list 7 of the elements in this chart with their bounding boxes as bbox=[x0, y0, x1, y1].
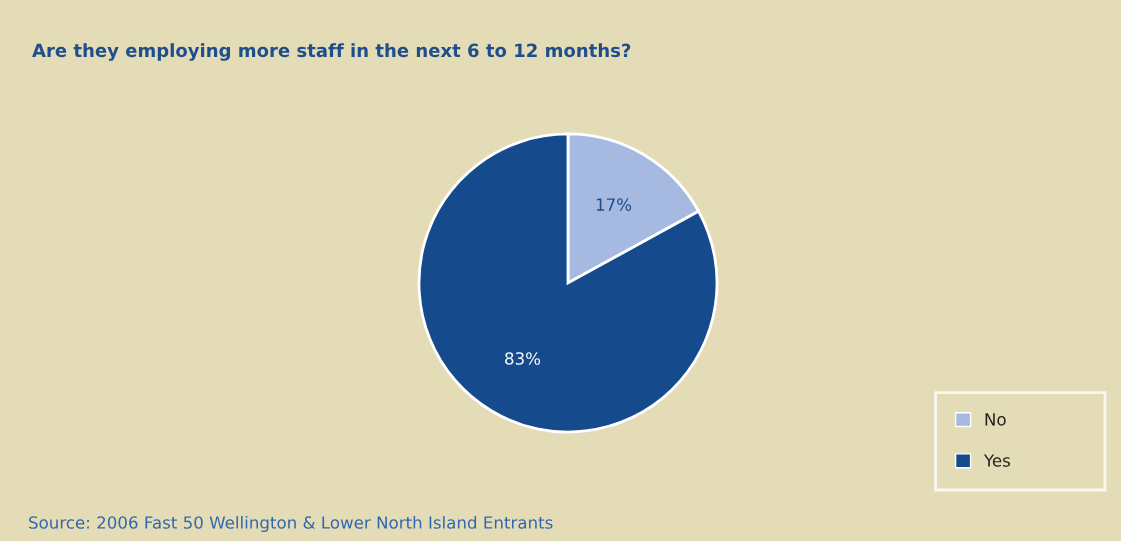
source-note: Source: 2006 Fast 50 Wellington & Lower North Island Entrants bbox=[29, 515, 553, 533]
data-label: 17% bbox=[596, 198, 632, 211]
data-label: 83% bbox=[505, 352, 541, 365]
legend-label: No bbox=[985, 413, 1006, 426]
legend-label: Yes bbox=[983, 454, 1011, 467]
chart-title: Are they employing more staff in the next 6 to 12 months? bbox=[32, 43, 631, 61]
pie-slice bbox=[417, 132, 719, 434]
